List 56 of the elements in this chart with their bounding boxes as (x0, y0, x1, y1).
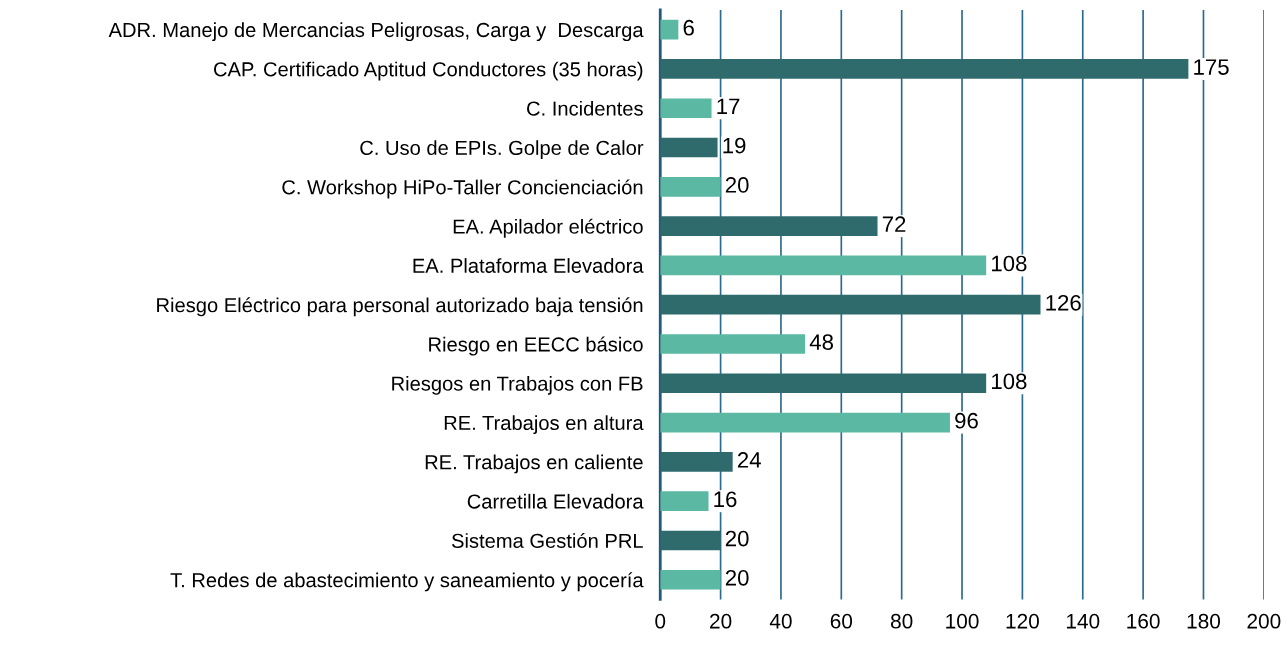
x-tick-label: 180 (1187, 613, 1221, 629)
y-tick-label: EA. Apilador eléctrico (453, 218, 643, 238)
data-label: 108 (992, 373, 1027, 390)
bar (660, 98, 712, 119)
x-tick-label: 0 (655, 613, 666, 629)
data-label: 17 (717, 98, 740, 114)
data-label: 48 (809, 334, 834, 350)
x-tick-label: 160 (1127, 613, 1160, 629)
data-label: 175 (1194, 59, 1229, 75)
y-tick-label: Riesgo Eléctrico para personal autorizado baja tensión (157, 297, 643, 317)
bar (660, 334, 806, 354)
bar (660, 255, 987, 276)
bar (660, 216, 878, 236)
y-tick-label: RE. Trabajos en caliente (425, 454, 643, 474)
y-tick-label: T. Redes de abastecimiento y saneamiento y pocería (170, 572, 644, 592)
bar (660, 452, 733, 472)
bar (660, 530, 721, 551)
bar (660, 137, 718, 158)
data-label: 20 (725, 569, 749, 586)
x-tick-label: 20 (710, 613, 732, 629)
y-tick-label: ADR. Manejo de Mercancias Peligrosas, Carga y Descarga (108, 22, 644, 42)
bar (660, 176, 721, 197)
y-tick-label: Riesgos en Trabajos con FB (392, 375, 643, 395)
bar (660, 59, 1189, 79)
y-tick-label: RE. Trabajos en altura (444, 415, 644, 435)
data-label: 6 (683, 19, 694, 36)
data-label: 24 (737, 452, 761, 468)
data-label: 72 (882, 216, 906, 232)
y-tick-label: C. Uso de EPIs. Golpe de Calor (360, 140, 644, 159)
x-tick-label: 120 (1006, 613, 1039, 629)
x-tick-label: 100 (946, 613, 979, 629)
data-label: 19 (723, 137, 746, 154)
bar (660, 412, 950, 433)
data-label: 108 (992, 255, 1027, 272)
y-tick-label: EA. Plataforma Elevadora (413, 258, 644, 273)
bar (660, 491, 709, 511)
y-tick-label: Carretilla Elevadora (467, 493, 644, 509)
x-tick-label: 140 (1066, 613, 1100, 629)
x-tick-label: 80 (890, 613, 913, 629)
bar (660, 19, 679, 40)
y-tick-label: Riesgo en EECC básico (429, 336, 643, 356)
y-tick-label: C. Workshop HiPo-Taller Concienciación (282, 179, 643, 199)
y-tick-label: C. Incidentes (527, 100, 643, 116)
y-tick-label: Sistema Gestión PRL (451, 532, 643, 548)
x-tick-label: 200 (1247, 613, 1281, 629)
data-label: 20 (725, 177, 749, 193)
data-label: 126 (1046, 294, 1081, 311)
x-tick-label: 40 (769, 613, 792, 629)
data-label: 16 (714, 491, 737, 508)
bar (660, 373, 987, 394)
x-tick-label: 60 (830, 613, 853, 629)
bar (660, 569, 721, 590)
bar (660, 294, 1041, 315)
data-label: 96 (955, 412, 978, 429)
y-tick-label: CAP. Certificado Aptitud Conductores (35 horas) (214, 61, 643, 81)
data-label: 20 (725, 530, 749, 547)
